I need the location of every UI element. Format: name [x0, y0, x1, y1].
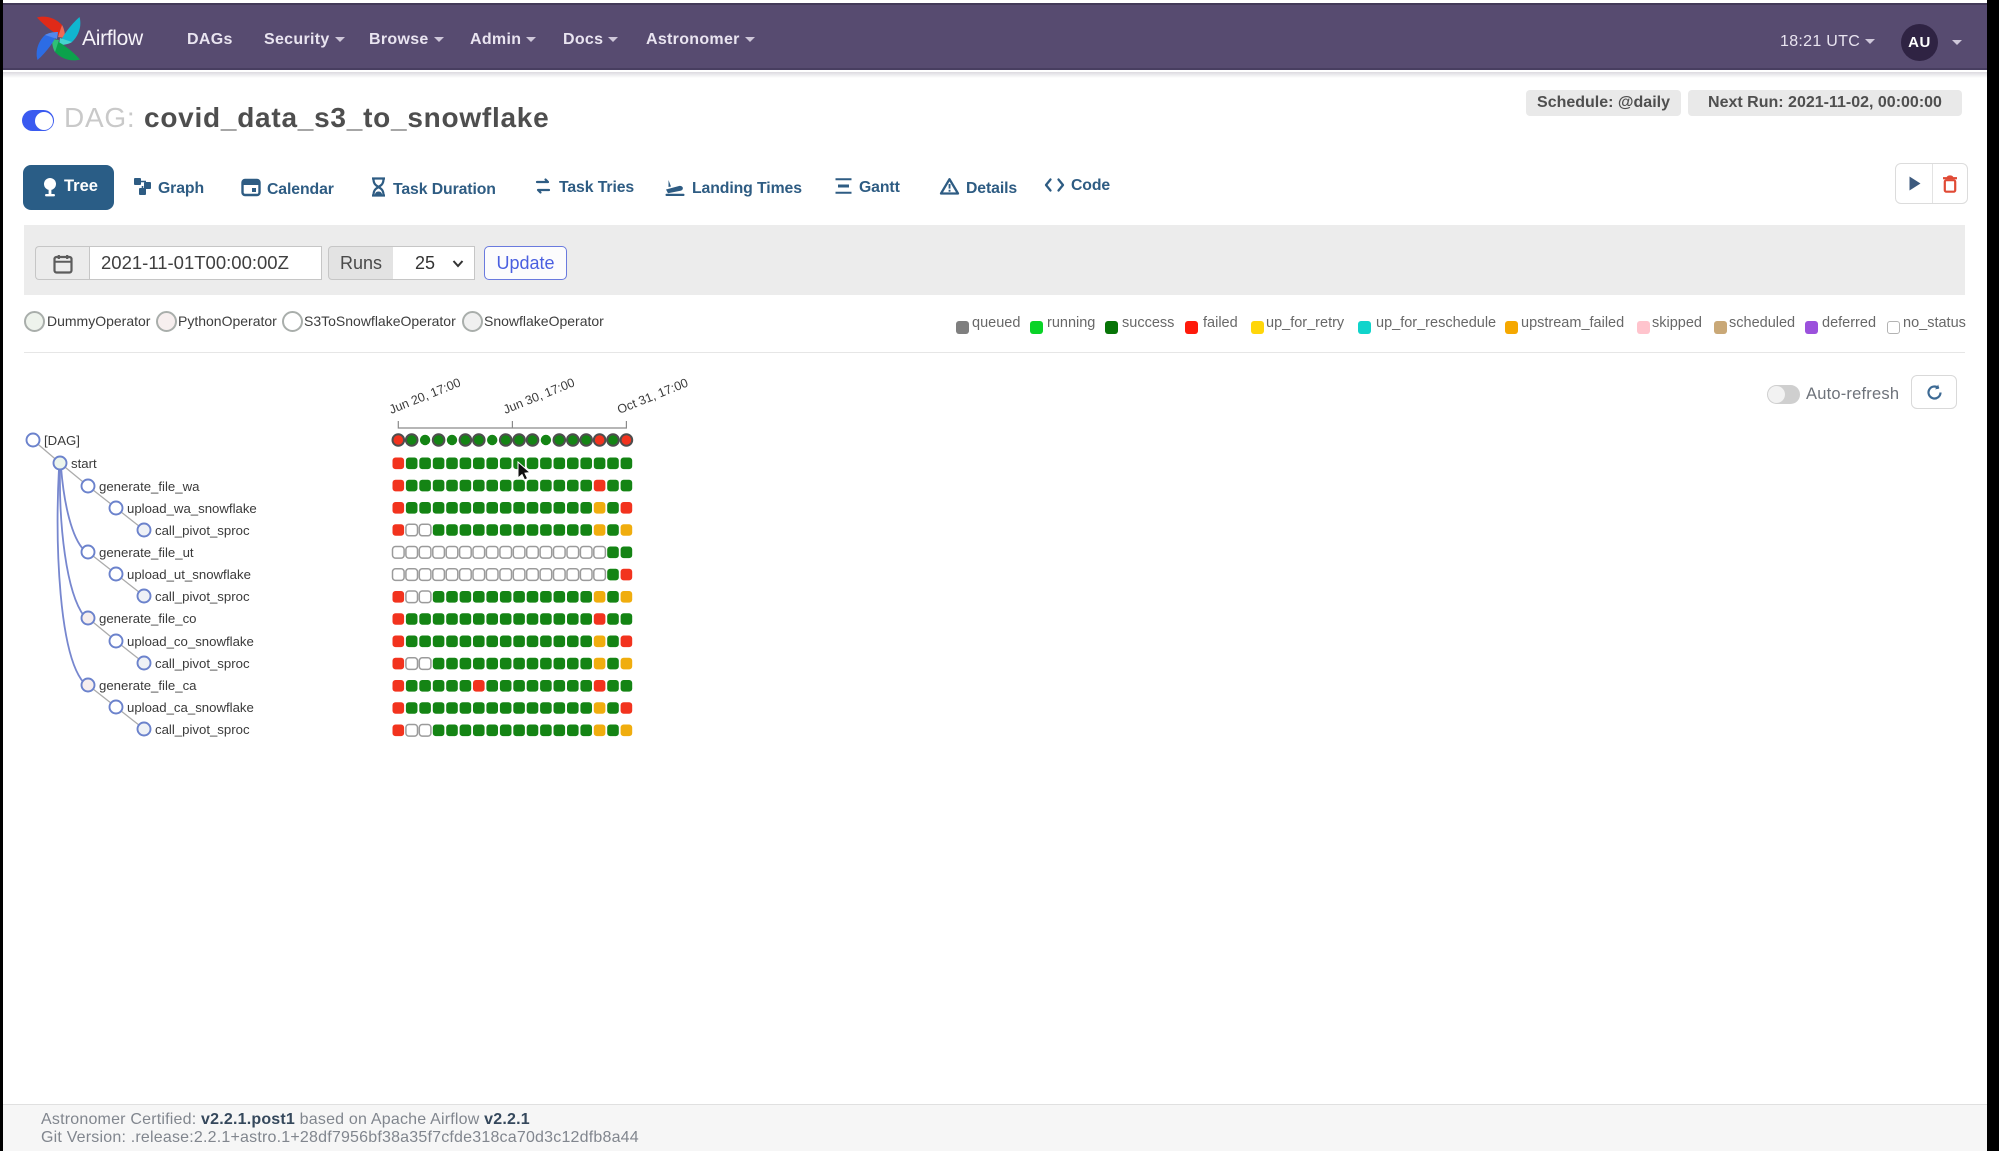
svg-text:Jun 30, 17:00: Jun 30, 17:00: [501, 375, 577, 416]
svg-text:call_pivot_sproc: call_pivot_sproc: [155, 523, 250, 538]
svg-text:generate_file_ca: generate_file_ca: [99, 678, 197, 693]
svg-text:start: start: [71, 456, 97, 471]
svg-text:upload_ut_snowflake: upload_ut_snowflake: [127, 567, 251, 582]
svg-text:[DAG]: [DAG]: [44, 433, 80, 448]
svg-text:generate_file_co: generate_file_co: [99, 611, 197, 626]
svg-text:Jun 20, 17:00: Jun 20, 17:00: [387, 375, 463, 416]
svg-text:call_pivot_sproc: call_pivot_sproc: [155, 589, 250, 604]
svg-text:upload_co_snowflake: upload_co_snowflake: [127, 634, 254, 649]
svg-text:upload_wa_snowflake: upload_wa_snowflake: [127, 501, 257, 516]
svg-text:call_pivot_sproc: call_pivot_sproc: [155, 722, 250, 737]
svg-text:upload_ca_snowflake: upload_ca_snowflake: [127, 700, 254, 715]
svg-text:Oct 31, 17:00: Oct 31, 17:00: [615, 376, 690, 417]
svg-text:generate_file_wa: generate_file_wa: [99, 479, 200, 494]
svg-text:generate_file_ut: generate_file_ut: [99, 545, 194, 560]
svg-text:call_pivot_sproc: call_pivot_sproc: [155, 656, 250, 671]
